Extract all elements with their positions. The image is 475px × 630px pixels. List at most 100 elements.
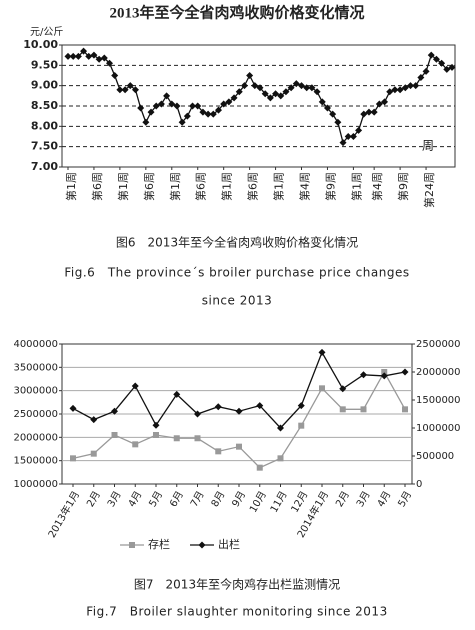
marker <box>375 100 383 108</box>
x-tick-label: 4月 <box>375 489 394 509</box>
marker <box>412 82 420 90</box>
marker <box>194 435 201 442</box>
marker <box>381 369 388 375</box>
x-tick-label: 第1周 <box>116 172 130 201</box>
x-tick-label: 第4周 <box>298 172 312 201</box>
y2-tick-label: 500000 <box>416 451 454 462</box>
marker <box>365 108 373 116</box>
x-tick-label: 第6周 <box>246 172 260 201</box>
marker <box>225 98 233 106</box>
marker <box>272 90 280 98</box>
y-tick-label: 2000000 <box>13 432 58 443</box>
caption: Fig.7 Broiler slaughter monitoring since… <box>86 605 387 619</box>
marker <box>396 86 404 94</box>
marker <box>189 102 197 110</box>
x-tick-label: 10月 <box>247 489 269 515</box>
marker <box>111 72 119 79</box>
y-tick-label: 8.50 <box>31 99 58 112</box>
marker <box>339 139 347 147</box>
marker <box>391 86 399 94</box>
marker <box>448 63 456 71</box>
x-tick-label: 9月 <box>230 489 249 509</box>
marker <box>163 92 171 100</box>
marker <box>121 86 129 94</box>
caption: 图6 2013年至今全省肉鸡收购价格变化情况 <box>116 235 358 250</box>
marker <box>298 82 306 90</box>
caption: since 2013 <box>202 294 273 308</box>
x-tick-label: 11月 <box>268 489 290 515</box>
x-tick-label: 6月 <box>167 489 186 509</box>
series-line <box>68 50 453 144</box>
marker <box>215 448 222 455</box>
marker <box>173 390 181 398</box>
marker <box>64 52 72 60</box>
marker <box>318 348 326 356</box>
marker <box>198 541 206 549</box>
x-tick-label: 第1周 <box>168 172 182 201</box>
marker <box>199 108 207 116</box>
marker <box>277 92 285 100</box>
x-tick-label: 3月 <box>105 489 124 509</box>
marker <box>344 133 352 140</box>
marker <box>69 404 77 412</box>
marker <box>230 94 238 102</box>
x-tick-label: 7月 <box>188 489 207 509</box>
y-tick-label: 10.00 <box>23 38 58 51</box>
marker <box>106 59 114 67</box>
y-tick-label: 3500000 <box>13 362 58 373</box>
x-tick-label: 第9周 <box>396 172 410 201</box>
marker <box>147 108 155 116</box>
marker <box>401 368 409 376</box>
x-tick-label: 第4周 <box>370 172 384 201</box>
marker <box>318 98 326 106</box>
y-tick-label: 7.50 <box>31 140 58 153</box>
y-tick-label: 9.50 <box>31 58 58 71</box>
marker <box>246 72 254 79</box>
marker <box>298 422 305 429</box>
marker <box>142 118 150 126</box>
marker <box>70 455 76 462</box>
marker <box>137 104 145 112</box>
marker <box>277 424 284 432</box>
y-tick-label: 1500000 <box>13 456 58 467</box>
marker <box>126 82 134 90</box>
marker <box>214 106 222 114</box>
marker <box>438 59 446 67</box>
x-tick-label: 第6周 <box>142 172 156 201</box>
marker <box>329 110 337 118</box>
caption: Fig.6 The province´s broiler purchase pr… <box>64 266 409 280</box>
marker <box>131 382 139 390</box>
marker <box>214 403 222 411</box>
marker <box>153 432 159 438</box>
y-tick-label: 3000000 <box>13 386 58 397</box>
marker <box>360 406 367 413</box>
marker <box>292 80 300 88</box>
x-tick-label: 12月 <box>289 489 311 515</box>
y-tick-label: 8.00 <box>31 119 58 132</box>
legend-label: 出栏 <box>218 537 240 551</box>
y2-tick-label: 2500000 <box>416 339 461 350</box>
marker <box>129 542 135 548</box>
marker <box>277 455 284 462</box>
marker <box>235 88 243 96</box>
marker <box>131 86 139 94</box>
marker <box>152 102 160 110</box>
marker <box>386 88 394 96</box>
x-tick-label: 8月 <box>209 489 228 509</box>
marker <box>313 88 321 96</box>
y-tick-label: 1000000 <box>13 479 58 490</box>
marker <box>401 84 409 92</box>
marker <box>173 102 181 110</box>
marker <box>443 65 451 73</box>
marker <box>152 421 160 429</box>
marker <box>90 51 98 59</box>
marker <box>355 126 363 134</box>
x-tick-label: 第24周 <box>422 172 436 208</box>
marker <box>74 52 82 60</box>
x-tick-label: 第1周 <box>220 172 234 201</box>
marker <box>360 110 368 118</box>
x-tick-label: 5月 <box>147 489 166 509</box>
marker <box>80 47 88 55</box>
marker <box>334 118 342 126</box>
